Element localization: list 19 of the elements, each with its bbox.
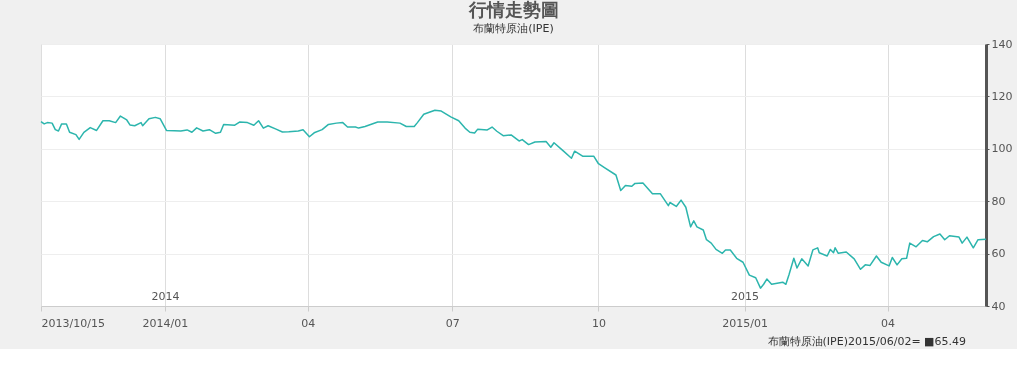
- y-tick-label: 100: [991, 142, 1013, 156]
- x2-tick-label: 2014: [151, 289, 180, 303]
- x-tick-label: 2015/01: [722, 316, 768, 330]
- y-tick-label: 140: [991, 37, 1013, 51]
- y-tick-label: 60: [991, 247, 1006, 261]
- text: 布蘭特原油(IPE)2015/06/02= ■65.49: [767, 335, 966, 348]
- y-tick-label: 80: [991, 194, 1006, 208]
- y-tick-label: 40: [991, 299, 1006, 313]
- x-tick-label: 07: [445, 316, 460, 330]
- y-tick-label: 120: [991, 89, 1013, 103]
- x-tick-label: 10: [591, 316, 606, 330]
- chart-subtitle: 布蘭特原油(IPE): [473, 22, 554, 35]
- x-tick-label: 2013/10/15: [41, 316, 105, 330]
- chart-title: 行情走勢圖: [467, 0, 559, 20]
- x-tick-label: 04: [301, 316, 316, 330]
- x-tick-label: 04: [881, 316, 896, 330]
- x2-tick-label: 2015: [731, 289, 760, 303]
- x-tick-label: 2014/01: [142, 316, 189, 330]
- line-series: [40, 109, 987, 289]
